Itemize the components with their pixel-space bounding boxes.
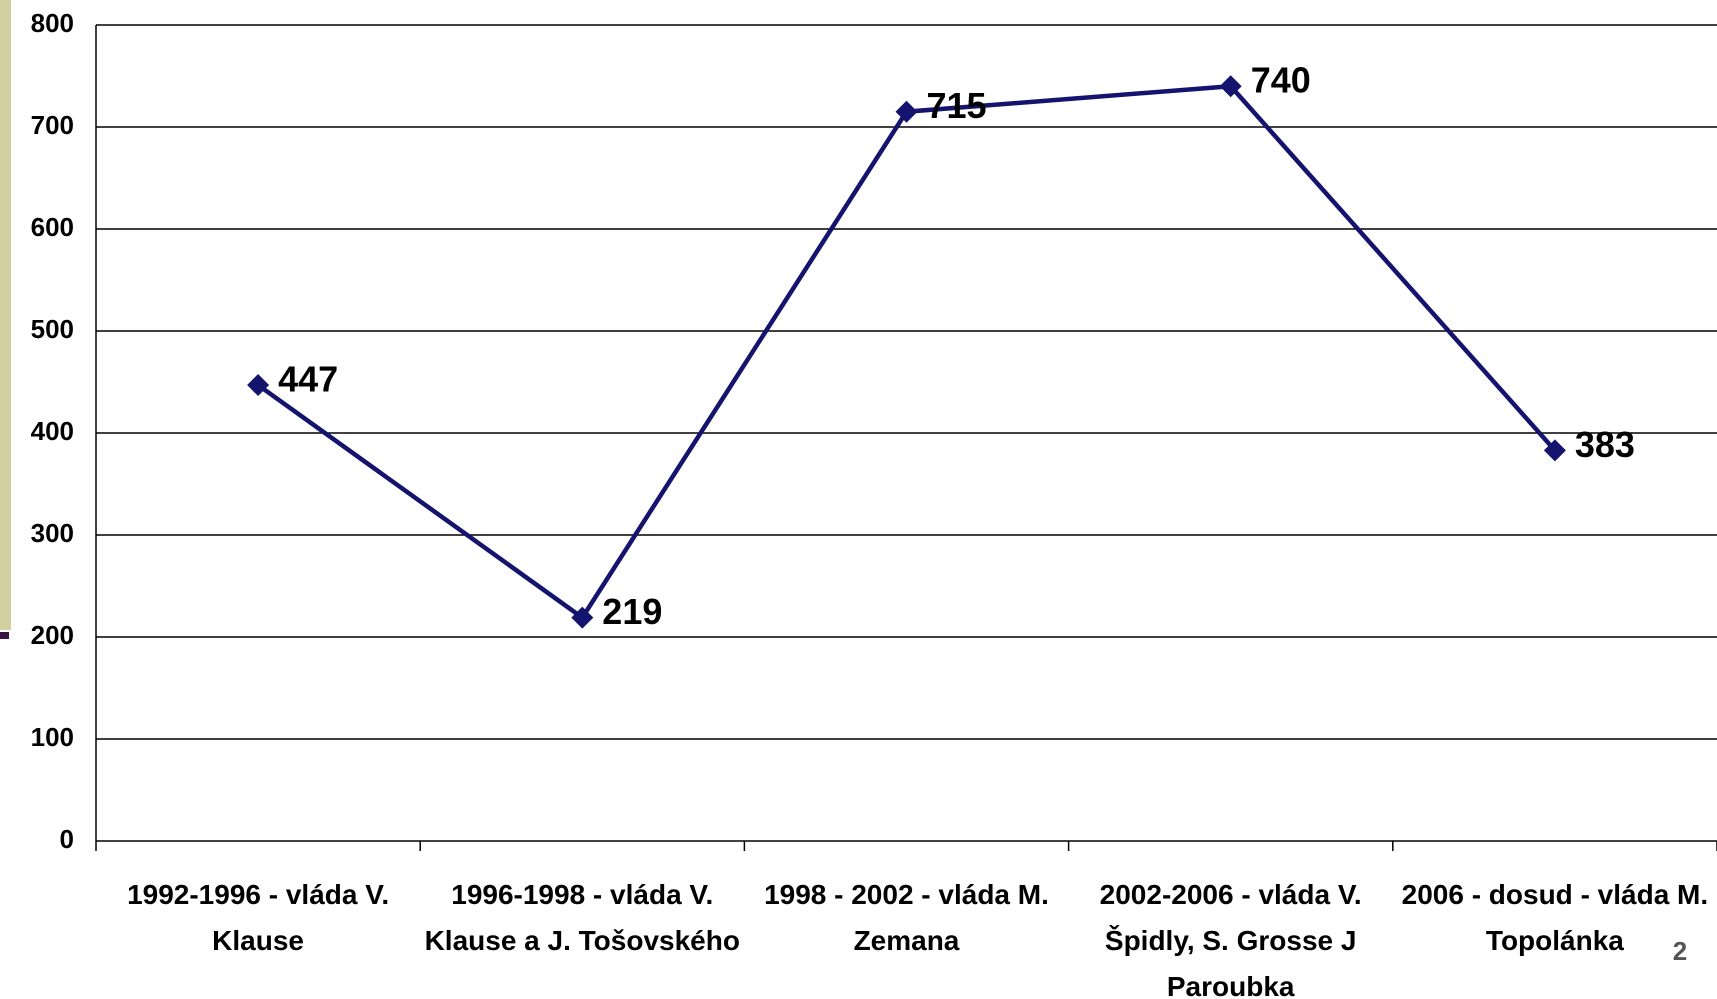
marker [895, 100, 918, 123]
x-tick-label: 1998 - 2002 - vláda M. Zemana [764, 879, 1049, 956]
y-tick-label: 700 [31, 110, 74, 140]
marker [1219, 75, 1242, 98]
marker [571, 606, 594, 629]
line [256, 83, 1557, 621]
y-tick-label: 400 [31, 416, 74, 446]
data-label: 740 [1251, 60, 1311, 101]
side-marker [0, 632, 9, 639]
marker [247, 374, 270, 397]
x-tick-label: 2002-2006 - vláda V. Špidly, S. Grosse J… [1099, 879, 1362, 999]
page-number: 2 [1673, 936, 1687, 966]
y-tick-label: 0 [60, 824, 74, 854]
y-tick-label: 800 [31, 8, 74, 38]
y-tick-label: 600 [31, 212, 74, 242]
x-tick-label: 1992-1996 - vláda V. Klause [127, 879, 390, 956]
x-tick-label: 2006 - dosud - vláda M. Topolánka [1401, 879, 1709, 956]
data-label: 715 [927, 85, 987, 126]
data-label: 383 [1575, 424, 1635, 465]
y-tick-label: 300 [31, 518, 74, 548]
side-strip [0, 0, 11, 630]
y-tick-label: 100 [31, 722, 74, 752]
data-label: 447 [278, 359, 338, 400]
y-tick-label: 200 [31, 620, 74, 650]
marker [1543, 439, 1566, 462]
y-tick-label: 500 [31, 314, 74, 344]
data-label: 219 [602, 591, 662, 632]
x-tick-label: 1996-1998 - vláda V. Klause a J. Tošovsk… [424, 879, 740, 956]
